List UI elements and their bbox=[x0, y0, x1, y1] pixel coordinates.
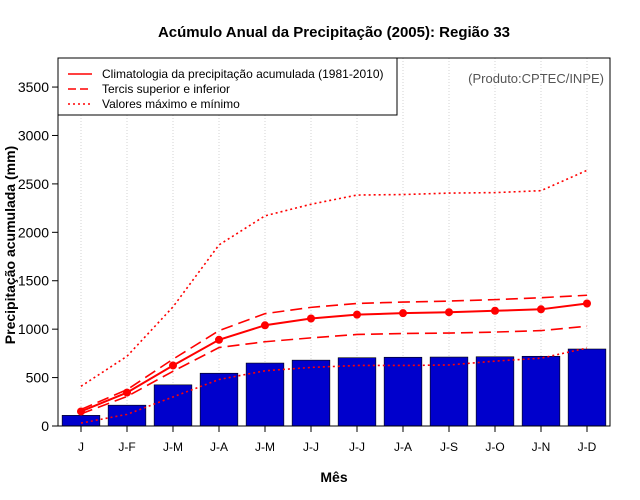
x-tick-label: J-F bbox=[118, 440, 135, 454]
climatology-point bbox=[169, 361, 177, 370]
legend-label-extremes: Valores máximo e mínimo bbox=[102, 97, 240, 111]
bar bbox=[337, 357, 377, 427]
legend-label-tercis: Tercis superior e inferior bbox=[102, 82, 230, 96]
bar bbox=[475, 356, 515, 427]
x-tick-label: J-J bbox=[303, 440, 319, 454]
bar bbox=[61, 415, 101, 427]
x-tick-label: J-J bbox=[349, 440, 365, 454]
climatology-point bbox=[537, 305, 545, 314]
tercil-line bbox=[80, 294, 588, 411]
climatology-point bbox=[491, 306, 499, 315]
y-axis-label: Precipitação acumulada (mm) bbox=[2, 146, 18, 344]
legend: Climatologia da precipitação acumulada (… bbox=[57, 57, 398, 116]
bar bbox=[521, 355, 561, 427]
bar-layer bbox=[61, 348, 607, 427]
bar bbox=[567, 348, 607, 427]
y-tick-label: 2500 bbox=[18, 176, 49, 192]
bar bbox=[199, 372, 239, 427]
x-tick-label: J bbox=[78, 440, 84, 454]
climatology-point bbox=[215, 335, 223, 344]
bar bbox=[383, 356, 423, 427]
x-axis-label: Mês bbox=[320, 469, 347, 485]
tercil-line bbox=[80, 325, 588, 415]
x-tick-label: J-A bbox=[394, 440, 412, 454]
x-tick-label: J-M bbox=[163, 440, 183, 454]
y-tick-label: 1500 bbox=[18, 273, 49, 289]
x-tick-label: J-M bbox=[255, 440, 275, 454]
x-tick-label: J-N bbox=[532, 440, 551, 454]
climatology-point bbox=[353, 310, 361, 319]
bar bbox=[153, 384, 193, 427]
climatology-point bbox=[583, 299, 591, 308]
x-tick-label: J-S bbox=[440, 440, 458, 454]
axis-layer: 0 500 1000 1500 2000 2500 3000 3500 J J-F J-M J-A J-… bbox=[18, 79, 597, 454]
bar bbox=[291, 359, 331, 427]
chart-title: Acúmulo Anual da Precipitação (2005): Re… bbox=[158, 24, 510, 41]
y-tick-label: 500 bbox=[26, 370, 50, 386]
extreme-line bbox=[80, 169, 588, 387]
credit-text: (Produto:CPTEC/INPE) bbox=[468, 71, 604, 86]
x-tick-label: J-O bbox=[485, 440, 504, 454]
x-tick-label: J-D bbox=[578, 440, 597, 454]
climatology-line bbox=[80, 302, 588, 413]
legend-box bbox=[57, 57, 398, 116]
extreme-line bbox=[80, 347, 588, 424]
x-tick-label: J-A bbox=[210, 440, 228, 454]
climatology-point bbox=[445, 308, 453, 317]
climatology-point bbox=[123, 388, 131, 397]
bar bbox=[245, 362, 285, 427]
y-tick-label: 0 bbox=[41, 418, 49, 434]
climatology-point bbox=[261, 321, 269, 330]
y-tick-label: 3500 bbox=[18, 79, 49, 95]
y-tick-label: 2000 bbox=[18, 224, 49, 240]
y-tick-label: 1000 bbox=[18, 321, 49, 337]
legend-label-climatology: Climatologia da precipitação acumulada (… bbox=[102, 67, 384, 81]
bar bbox=[107, 404, 147, 427]
line-layer bbox=[77, 169, 591, 424]
climatology-point bbox=[399, 309, 407, 318]
y-tick-label: 3000 bbox=[18, 127, 49, 143]
climatology-point bbox=[307, 314, 315, 323]
bar bbox=[429, 356, 469, 427]
